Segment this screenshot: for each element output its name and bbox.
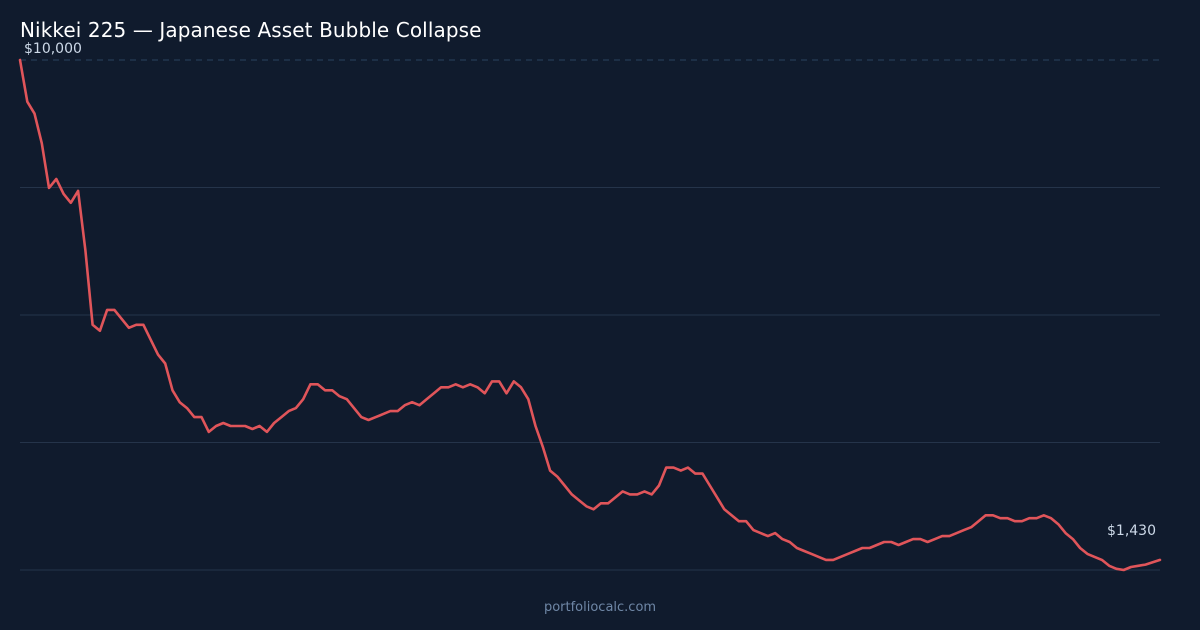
end-value-label: $1,430 (1107, 523, 1156, 539)
grid-lines (20, 59, 1160, 571)
series-line (18, 58, 1162, 572)
start-value-label: $10,000 (24, 41, 82, 57)
chart-title: Nikkei 225 — Japanese Asset Bubble Colla… (20, 18, 482, 42)
value-labels: $10,000 $1,430 (24, 41, 1156, 539)
footer-watermark: portfoliocalc.com (543, 600, 657, 615)
series-layer (18, 58, 1162, 572)
